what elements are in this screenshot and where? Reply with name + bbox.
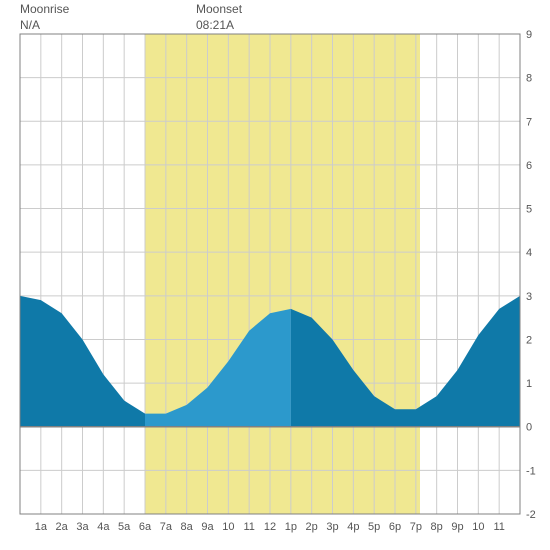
moonset-label: Moonset (196, 2, 242, 18)
x-tick-label: 9p (451, 521, 463, 533)
x-tick-label: 1p (285, 521, 297, 533)
y-tick-label: 0 (526, 422, 532, 434)
x-tick-label: 2p (306, 521, 318, 533)
x-tick-label: 9a (201, 521, 214, 533)
x-tick-label: 8p (431, 521, 443, 533)
moonrise-value: N/A (20, 18, 69, 34)
y-tick-label: 2 (526, 334, 532, 346)
tide-chart: -2-101234567891a2a3a4a5a6a7a8a9a1011121p… (0, 0, 550, 550)
x-tick-label: 10 (222, 521, 234, 533)
y-tick-label: 6 (526, 160, 532, 172)
x-tick-label: 3p (326, 521, 338, 533)
x-tick-label: 7a (160, 521, 173, 533)
y-tick-label: 7 (526, 116, 532, 128)
y-tick-label: 1 (526, 378, 532, 390)
moonset-value: 08:21A (196, 18, 242, 34)
y-tick-label: -2 (526, 509, 536, 521)
x-tick-label: 8a (181, 521, 194, 533)
y-tick-label: 4 (526, 247, 532, 259)
y-tick-label: 5 (526, 204, 532, 216)
x-tick-label: 10 (472, 521, 484, 533)
x-tick-label: 1a (35, 521, 48, 533)
moonset-block: Moonset 08:21A (196, 2, 242, 33)
y-tick-label: 3 (526, 291, 532, 303)
x-tick-label: 6a (139, 521, 152, 533)
moonrise-label: Moonrise (20, 2, 69, 18)
x-tick-label: 5p (368, 521, 380, 533)
x-tick-label: 4a (97, 521, 110, 533)
x-tick-label: 6p (389, 521, 401, 533)
x-tick-label: 7p (410, 521, 422, 533)
x-tick-label: 11 (243, 521, 254, 533)
x-tick-label: 12 (264, 521, 276, 533)
moonrise-block: Moonrise N/A (20, 2, 69, 33)
x-tick-label: 4p (347, 521, 359, 533)
y-tick-label: 9 (526, 29, 532, 41)
y-tick-label: 8 (526, 73, 532, 85)
x-tick-label: 5a (118, 521, 131, 533)
x-tick-label: 3a (76, 521, 89, 533)
x-tick-label: 11 (493, 521, 504, 533)
tide-chart-container: Moonrise N/A Moonset 08:21A -2-101234567… (0, 0, 550, 550)
x-tick-label: 2a (56, 521, 69, 533)
y-tick-label: -1 (526, 465, 536, 477)
